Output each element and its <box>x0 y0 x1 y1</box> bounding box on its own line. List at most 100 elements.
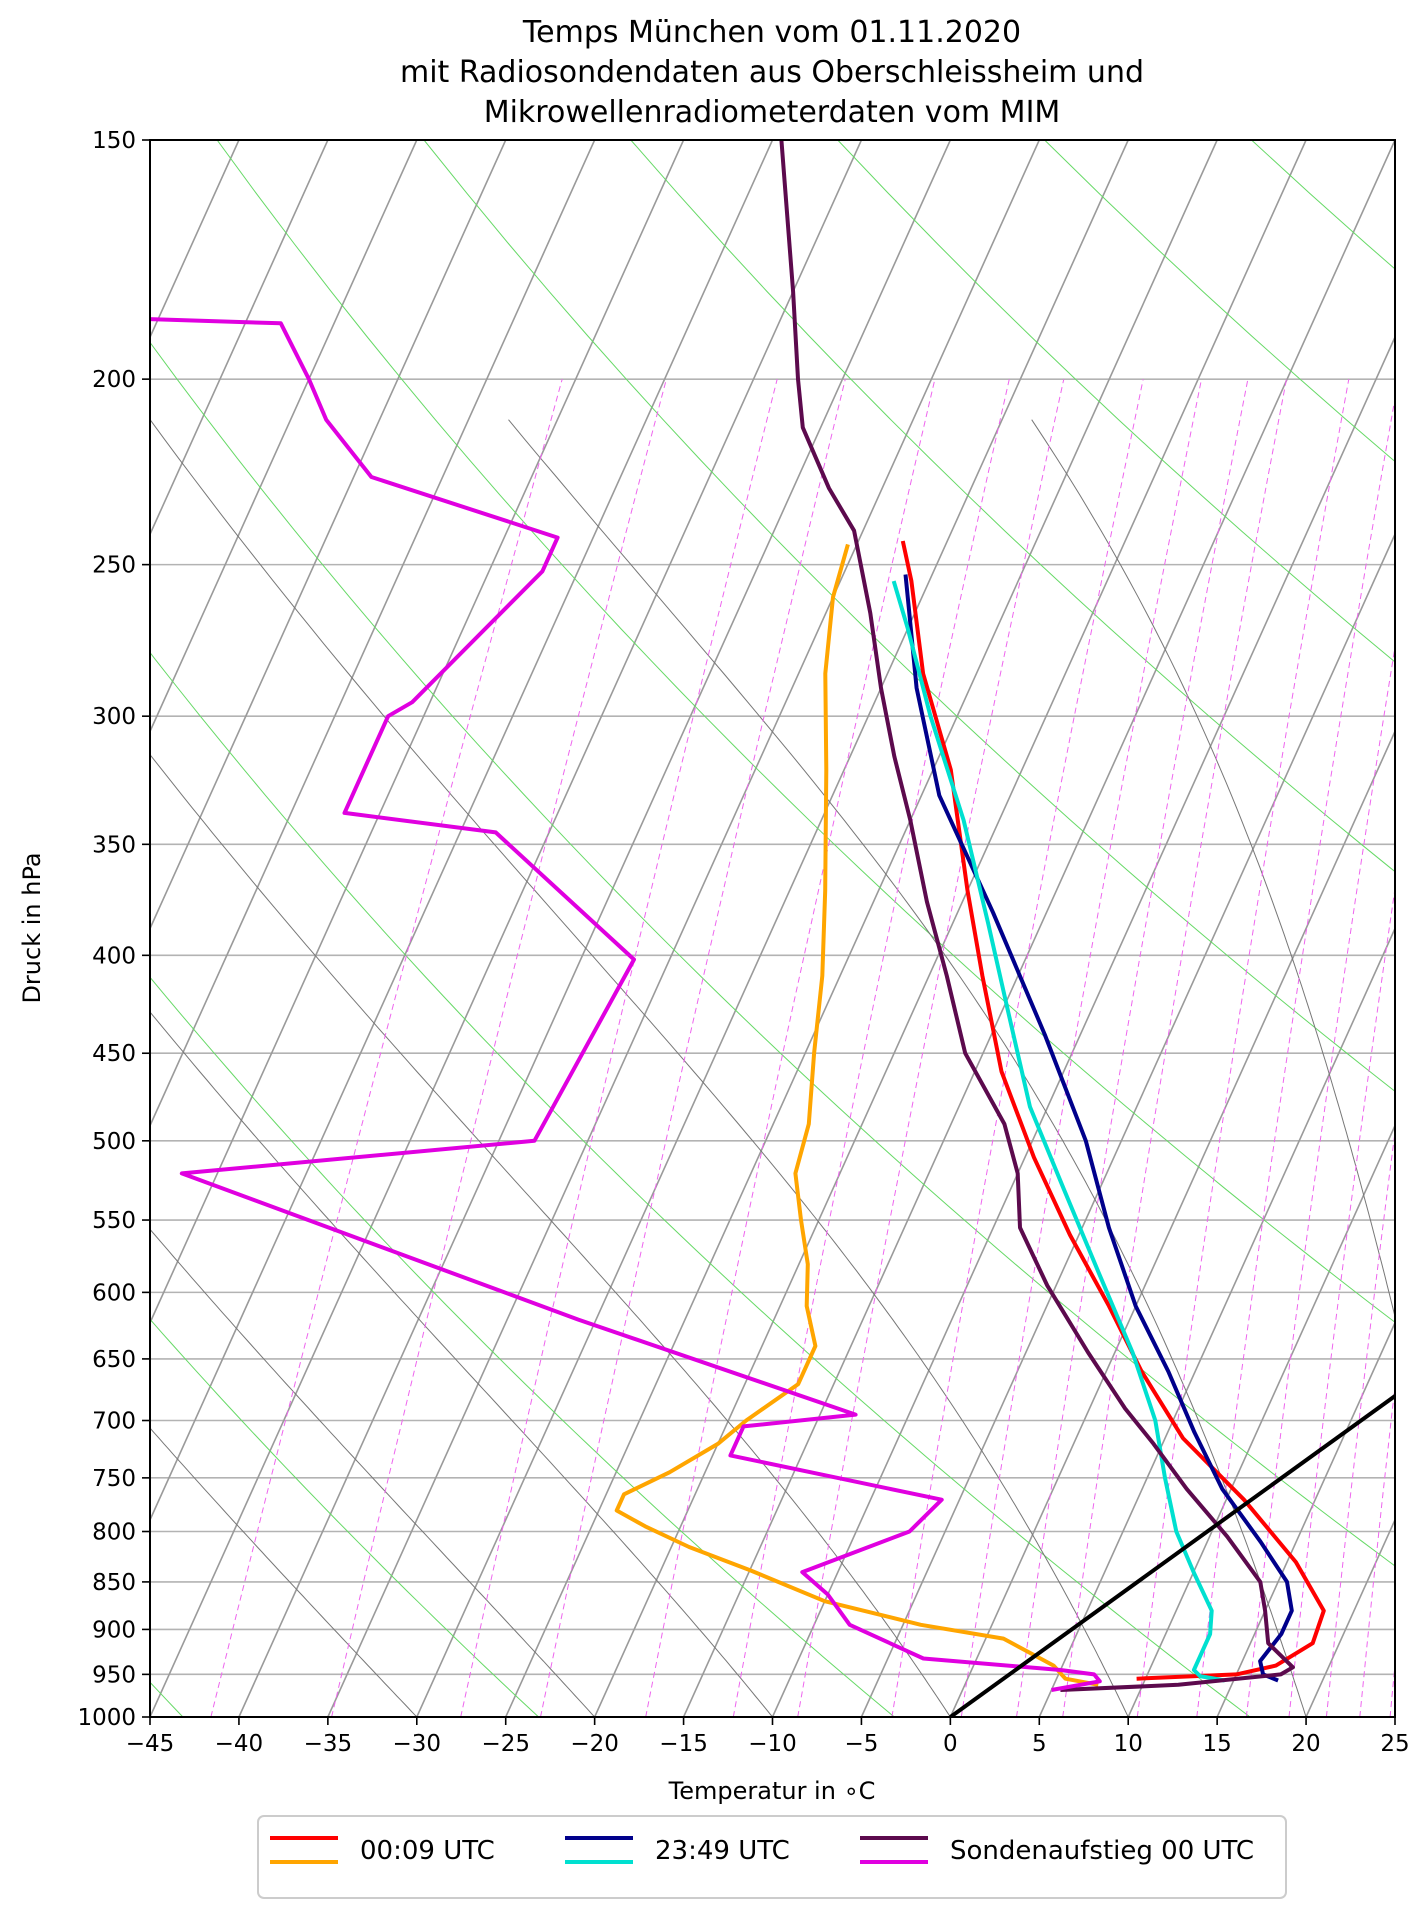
dry-adiabat-2 <box>150 976 895 1717</box>
x-tick-label-0: −45 <box>126 1731 175 1757</box>
series-line-2 <box>903 574 1294 1683</box>
isotherm-21 <box>1038 926 1395 1717</box>
moist-adiabat-0 <box>150 1427 418 1717</box>
series-line-6 <box>949 1393 1395 1717</box>
isotherm-13 <box>327 140 1041 1717</box>
y-tick-label-7: 500 <box>92 1129 136 1155</box>
chart-title-line-3: Mikrowellenradiometerdaten vom MIM <box>484 95 1061 130</box>
y-tick-label-13: 800 <box>92 1520 136 1546</box>
isotherm-6 <box>150 140 418 734</box>
mixing-ratio-line-1 <box>331 378 667 1717</box>
y-axis-ticks: 150 200 250 300 350 400 450 500 550 600 650 700 750 8… <box>77 128 150 1731</box>
mixing-ratio-line-14 <box>1288 885 1395 1717</box>
isotherm-14 <box>416 140 1129 1717</box>
dry-adiabat-7 <box>630 140 1395 873</box>
y-tick-label-2: 250 <box>92 553 136 579</box>
x-tick-label-8: −5 <box>844 1731 878 1757</box>
dry-adiabat-6 <box>423 140 1395 1092</box>
y-tick-label-0: 150 <box>92 128 136 154</box>
x-axis-ticks: −45 −40 −35 −30 −25 −20 −15 −10 −5 0 5 10 15 20 25 <box>126 1717 1410 1757</box>
plot-guides <box>150 140 1395 1717</box>
x-axis-label: Temperatur in ∘C <box>668 1777 876 1805</box>
isotherm-9 <box>150 140 685 1325</box>
y-tick-label-17: 1000 <box>77 1705 136 1731</box>
y-tick-label-9: 600 <box>92 1280 136 1306</box>
isotherm-25 <box>1394 1715 1395 1717</box>
series-line-4 <box>779 140 1295 1692</box>
legend-label-0: 00:09 UTC <box>360 1836 495 1866</box>
x-tick-label-12: 15 <box>1203 1731 1232 1757</box>
x-tick-label-11: 10 <box>1114 1731 1143 1757</box>
mixing-ratio-line-4 <box>645 378 936 1717</box>
mixing-ratio-line-0 <box>210 378 563 1717</box>
series-line-3 <box>891 580 1226 1683</box>
x-tick-label-10: 5 <box>1032 1731 1047 1757</box>
plot-series <box>150 140 1395 1717</box>
y-tick-label-15: 900 <box>92 1617 136 1643</box>
x-tick-label-9: 0 <box>943 1731 958 1757</box>
moist-adiabat-3 <box>150 753 951 1717</box>
isotherm-5 <box>150 140 329 537</box>
mixing-ratio-line-7 <box>891 378 1144 1717</box>
dry-adiabat-3 <box>150 651 1251 1717</box>
mixing-ratio-line-16 <box>1359 1382 1395 1717</box>
series-line-0 <box>900 540 1326 1681</box>
legend-label-2: Sondenaufstieg 00 UTC <box>950 1836 1254 1866</box>
x-tick-label-13: 20 <box>1291 1731 1320 1757</box>
y-tick-label-12: 750 <box>92 1466 136 1492</box>
isotherm-11 <box>150 140 863 1717</box>
x-tick-label-14: 25 <box>1380 1731 1409 1757</box>
mixing-ratio-line-13 <box>1245 643 1395 1717</box>
isotherm-12 <box>238 140 952 1717</box>
dry-adiabat-5 <box>216 140 1395 1323</box>
isotherm-15 <box>504 140 1218 1717</box>
mixing-ratio-line-3 <box>540 378 846 1717</box>
legend-box <box>257 1815 1287 1899</box>
legend: 00:09 UTC 23:49 UTC Sondenaufstieg 00 UT… <box>257 1815 1287 1899</box>
mixing-ratio-line-5 <box>732 378 1010 1717</box>
isotherm-23 <box>1216 1320 1395 1717</box>
series-line-1 <box>614 543 1099 1687</box>
mixing-ratio-line-11 <box>1136 379 1350 1717</box>
isotherm-17 <box>682 140 1395 1717</box>
mixing-ratio-line-9 <box>1016 379 1249 1717</box>
chart-title-line-2: mit Radiosondendaten aus Oberschleisshei… <box>400 55 1144 90</box>
isotherm-16 <box>593 140 1307 1717</box>
y-tick-label-5: 400 <box>92 943 136 969</box>
y-tick-label-16: 950 <box>92 1662 136 1688</box>
x-tick-label-1: −40 <box>215 1731 264 1757</box>
isotherm-18 <box>771 335 1395 1717</box>
y-tick-label-1: 200 <box>92 367 136 393</box>
y-tick-label-10: 650 <box>92 1347 136 1373</box>
y-axis-label: Druck in hPa <box>18 852 46 1003</box>
y-tick-label-6: 450 <box>92 1041 136 1067</box>
moist-adiabat-2 <box>150 1011 773 1717</box>
isotherm-19 <box>860 532 1395 1717</box>
y-tick-label-8: 550 <box>92 1208 136 1234</box>
x-tick-label-6: −15 <box>659 1731 708 1757</box>
x-tick-label-3: −30 <box>393 1731 442 1757</box>
series-line-5 <box>150 317 1102 1692</box>
y-tick-label-11: 700 <box>92 1409 136 1435</box>
isotherm-7 <box>150 140 507 931</box>
moist-adiabat-5 <box>508 419 1307 1717</box>
y-tick-label-14: 850 <box>92 1570 136 1596</box>
mixing-ratio-line-12 <box>1196 395 1395 1717</box>
moist-adiabat-6 <box>1031 419 1395 1319</box>
isotherm-22 <box>1127 1123 1395 1717</box>
mixing-ratio-line-10 <box>1062 379 1287 1717</box>
y-tick-label-3: 300 <box>92 704 136 730</box>
isotherm-8 <box>150 140 596 1128</box>
x-tick-label-5: −20 <box>570 1731 619 1757</box>
dry-adiabat-1 <box>150 1318 539 1717</box>
chart-title-line-1: Temps München vom 01.11.2020 <box>522 15 1021 50</box>
isotherm-10 <box>150 140 774 1522</box>
moist-adiabat-4 <box>150 419 1129 1717</box>
mixing-ratio-line-8 <box>960 379 1202 1717</box>
mixing-ratio-line-2 <box>460 378 778 1717</box>
x-tick-label-4: −25 <box>481 1731 530 1757</box>
x-tick-label-7: −10 <box>748 1731 797 1757</box>
isotherm-20 <box>949 729 1395 1717</box>
y-tick-label-4: 350 <box>92 832 136 858</box>
legend-label-1: 23:49 UTC <box>655 1836 790 1866</box>
